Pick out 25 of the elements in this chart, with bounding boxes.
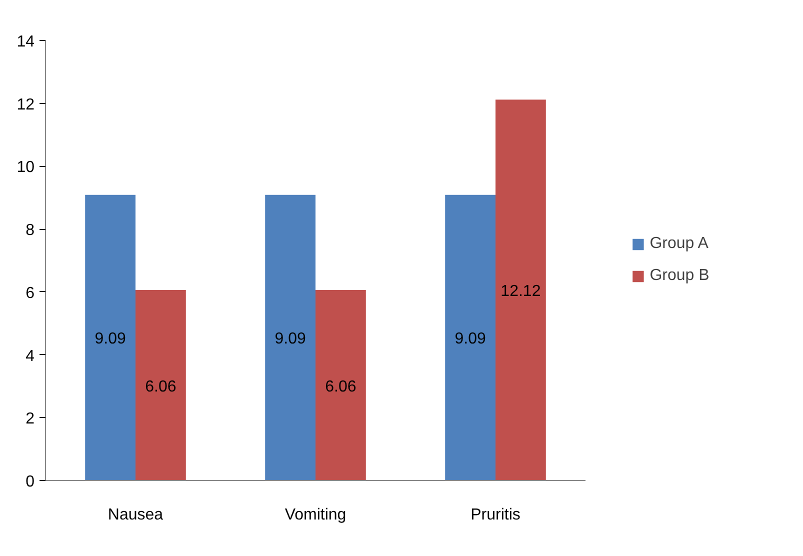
y-tick-label: 6	[26, 284, 35, 302]
bar	[445, 194, 496, 480]
y-tick-label: 2	[26, 410, 35, 428]
y-tick-label: 12	[16, 96, 35, 114]
bar	[136, 290, 186, 480]
data-label: 6.06	[325, 378, 356, 396]
data-label: 9.09	[454, 330, 486, 348]
y-tick-label: 10	[16, 159, 35, 176]
y-tick-label: 14	[16, 34, 35, 50]
bar	[316, 290, 366, 480]
x-tick-label: Vomiting	[284, 506, 346, 524]
bar	[265, 194, 316, 480]
y-tick-label: 4	[26, 348, 35, 365]
data-label: 9.09	[274, 330, 306, 348]
y-tick-label: 0	[26, 474, 35, 490]
y-tick-label: 8	[26, 222, 35, 240]
data-label: 9.09	[94, 330, 126, 348]
x-tick-label: Pruritis	[470, 506, 520, 524]
data-label: 12.12	[500, 283, 541, 300]
legend-label: Group A	[650, 235, 708, 253]
bar	[496, 100, 546, 480]
data-label: 6.06	[145, 378, 176, 396]
x-tick-label: Nausea	[108, 506, 164, 524]
bar	[85, 194, 136, 480]
legend-label: Group B	[650, 267, 710, 285]
